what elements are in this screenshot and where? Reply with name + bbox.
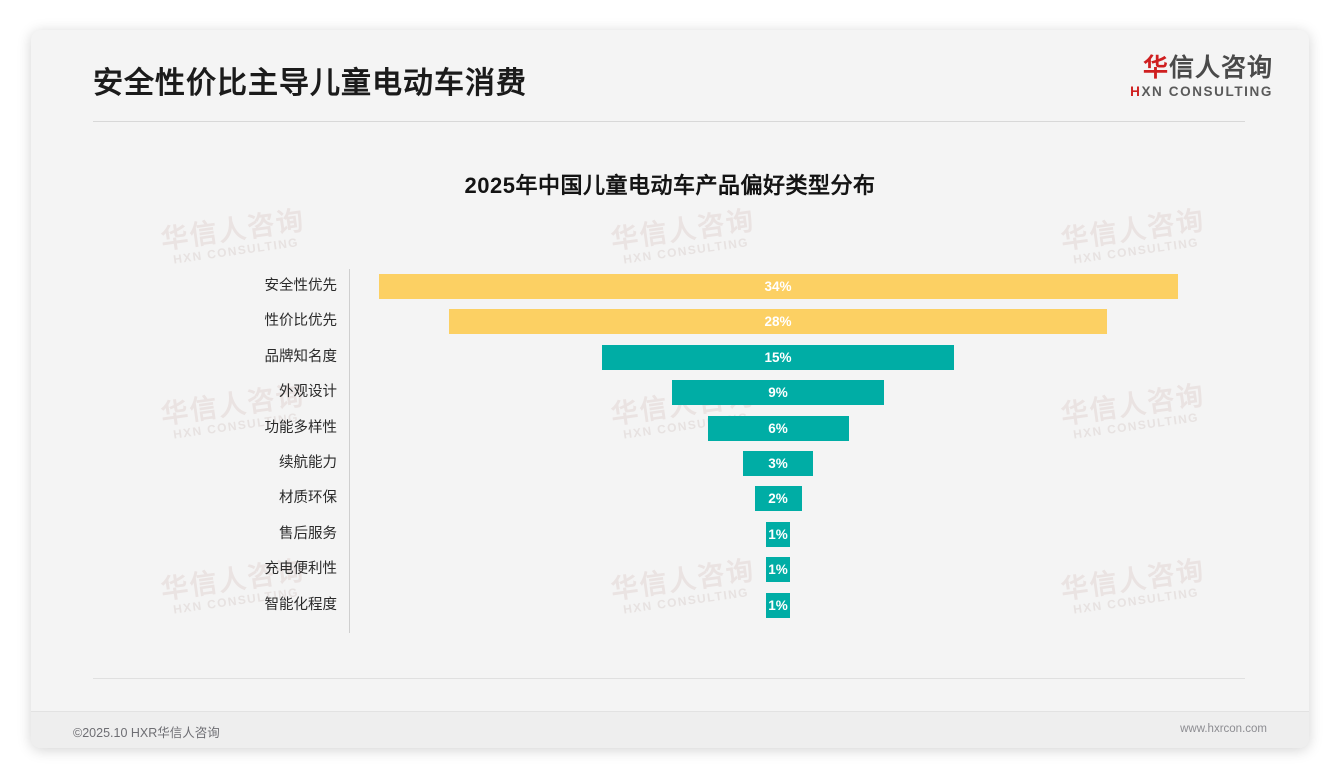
- bar-track: 9%: [350, 375, 1213, 410]
- chart-title: 2025年中国儿童电动车产品偏好类型分布: [464, 173, 876, 198]
- bar[interactable]: 1%: [766, 592, 790, 618]
- bar-track: 1%: [350, 552, 1213, 587]
- bar[interactable]: 15%: [601, 344, 955, 370]
- bar-value-label: 1%: [768, 526, 788, 542]
- bar-track: 1%: [350, 517, 1213, 552]
- logo-chinese: 华信人咨询: [1130, 54, 1273, 83]
- bar-track: 2%: [350, 481, 1213, 516]
- slide-header: 安全性价比主导儿童电动车消费 华信人咨询 HXN CONSULTING: [31, 30, 1309, 122]
- slide-container: 华信人咨询 HXN CONSULTING 华信人咨询 HXN CONSULTIN…: [31, 30, 1309, 748]
- category-axis-line: [349, 269, 350, 633]
- bar[interactable]: 3%: [742, 450, 814, 476]
- logo-english: HXN CONSULTING: [1130, 84, 1273, 99]
- copyright-text: ©2025.10 HXR华信人咨询: [73, 726, 220, 740]
- bar-value-label: 28%: [764, 314, 792, 330]
- bar-track: 15%: [350, 340, 1213, 375]
- category-label: 外观设计: [279, 384, 337, 401]
- chart-row: 材质环保 2%: [93, 481, 1213, 516]
- logo-chinese-highlight: 华: [1142, 54, 1169, 82]
- chart-row: 智能化程度 1%: [93, 588, 1213, 623]
- website-url: www.hxrcon.com: [1180, 723, 1267, 735]
- category-label: 品牌知名度: [264, 348, 338, 365]
- bar[interactable]: 1%: [766, 521, 790, 547]
- bar-value-label: 1%: [768, 562, 788, 578]
- bar-value-label: 3%: [768, 455, 788, 471]
- bar[interactable]: 28%: [449, 309, 1107, 335]
- category-label: 智能化程度: [264, 596, 338, 613]
- logo-english-highlight: H: [1130, 83, 1142, 99]
- bar-value-label: 2%: [768, 491, 788, 507]
- category-label: 安全性优先: [264, 278, 338, 294]
- bar[interactable]: 34%: [378, 274, 1178, 299]
- bar-value-label: 1%: [768, 597, 788, 613]
- chart-row: 外观设计 9%: [93, 375, 1213, 410]
- category-label: 性价比优先: [264, 313, 338, 330]
- page-title: 安全性价比主导儿童电动车消费: [93, 67, 527, 100]
- bar-value-label: 15%: [764, 349, 792, 365]
- brand-logo: 华信人咨询 HXN CONSULTING: [1130, 54, 1273, 99]
- chart-row: 充电便利性 1%: [93, 552, 1213, 587]
- watermark-cn: 华信人咨询: [609, 205, 757, 255]
- category-label: 功能多样性: [264, 419, 338, 436]
- bar-value-label: 9%: [768, 385, 788, 401]
- note-divider: [93, 678, 1245, 679]
- category-label: 材质环保: [279, 490, 337, 507]
- chart-row: 续航能力 3%: [93, 446, 1213, 481]
- funnel-chart: 安全性优先 34% 性价比优先 28% 品牌知名度 15% 外观设计 9% 功能多样性 6% 续航能…: [93, 255, 1213, 645]
- logo-english-rest: XN CONSULTING: [1141, 83, 1273, 99]
- bar-track: 28%: [350, 304, 1213, 339]
- category-label: 充电便利性: [264, 561, 338, 578]
- chart-rows: 安全性优先 34% 性价比优先 28% 品牌知名度 15% 外观设计 9% 功能多样性 6% 续航能…: [93, 269, 1213, 623]
- header-divider: [93, 121, 1245, 122]
- bar-value-label: 6%: [768, 420, 788, 436]
- bar-track: 1%: [350, 588, 1213, 623]
- bar-track: 6%: [350, 411, 1213, 446]
- watermark-cn: 华信人咨询: [1059, 205, 1207, 255]
- bar-track: 3%: [350, 446, 1213, 481]
- chart-row: 安全性优先 34%: [93, 269, 1213, 304]
- logo-chinese-rest: 信人咨询: [1168, 54, 1273, 82]
- bar[interactable]: 9%: [672, 380, 884, 406]
- watermark-cn: 华信人咨询: [159, 205, 307, 255]
- bar-track: 34%: [350, 269, 1213, 304]
- chart-row: 功能多样性 6%: [93, 411, 1213, 446]
- chart-row: 性价比优先 28%: [93, 304, 1213, 339]
- chart-row: 售后服务 1%: [93, 517, 1213, 552]
- chart-row: 品牌知名度 15%: [93, 340, 1213, 375]
- slide-footer: ©2025.10 HXR华信人咨询 www.hxrcon.com: [31, 711, 1309, 748]
- bar-value-label: 34%: [764, 279, 792, 294]
- category-label: 售后服务: [279, 525, 337, 542]
- bar[interactable]: 6%: [707, 415, 849, 441]
- category-label: 续航能力: [279, 454, 337, 471]
- bar[interactable]: 1%: [766, 557, 790, 583]
- bar[interactable]: 2%: [754, 486, 802, 512]
